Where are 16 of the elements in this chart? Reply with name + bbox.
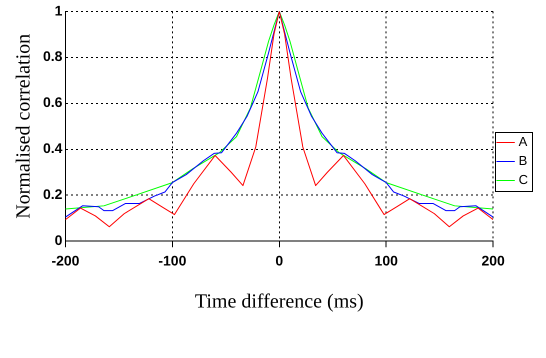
y-tick-label: 0.2: [42, 186, 63, 202]
x-tick-label: -100: [158, 252, 187, 268]
y-tick-label: 0.4: [42, 140, 63, 156]
x-tick-label: 100: [374, 252, 398, 268]
legend-label: A: [518, 134, 528, 150]
y-tick-label: 1: [54, 2, 63, 18]
x-tick-label: 200: [481, 252, 506, 268]
x-axis-title: Time difference (ms): [194, 290, 364, 312]
x-tick-label: 0: [275, 252, 284, 268]
y-axis-title: Normalised correlation: [12, 34, 34, 219]
y-tick-label: 0: [54, 232, 63, 248]
y-tick-label: 0.6: [42, 94, 63, 110]
legend-label: B: [518, 153, 528, 168]
y-tick-label: 0.8: [42, 48, 63, 64]
legend-label: C: [518, 172, 528, 188]
x-tick-label: -200: [51, 252, 80, 268]
